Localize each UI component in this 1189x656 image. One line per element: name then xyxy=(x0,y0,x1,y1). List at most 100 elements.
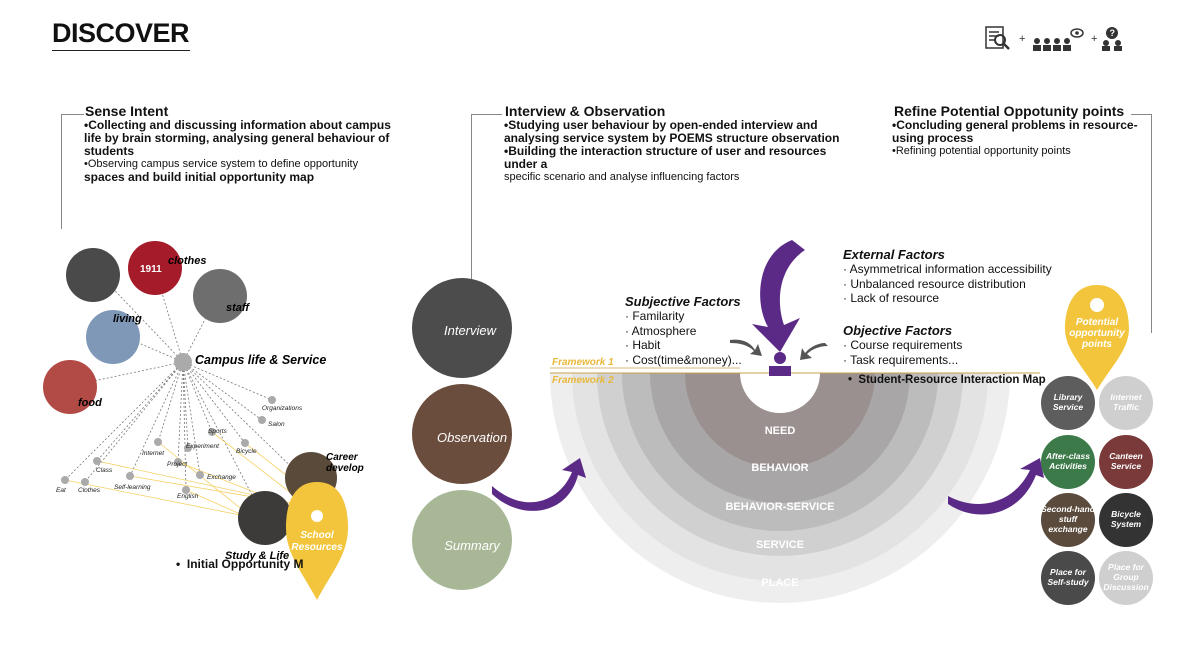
mindmap-nodes xyxy=(61,396,276,494)
photo-bikes xyxy=(66,248,120,302)
svg-text:BEHAVIOR: BEHAVIOR xyxy=(751,462,808,474)
svg-text:Place for: Place for xyxy=(1108,562,1145,572)
svg-text:Summary: Summary xyxy=(444,538,501,553)
method-arrow xyxy=(492,458,586,511)
framework-2-label: Framework 2 xyxy=(552,375,614,386)
framework-1-label: Framework 1 xyxy=(552,357,614,368)
point-selfstudy xyxy=(1041,551,1095,605)
svg-text:Study & Life: Study & Life xyxy=(225,550,289,562)
interview-icon: ? xyxy=(1102,27,1122,51)
section-heading: Sense Intent xyxy=(85,103,169,119)
title-underline xyxy=(52,50,190,51)
point-group xyxy=(1099,551,1153,605)
svg-text:Internet: Internet xyxy=(142,450,165,457)
student-icon xyxy=(769,352,791,376)
point-library xyxy=(1041,376,1095,430)
section-bracket xyxy=(1131,114,1152,333)
svg-text:SERVICE: SERVICE xyxy=(756,539,804,551)
svg-text:Potential: Potential xyxy=(1076,317,1118,328)
layer-rings xyxy=(550,373,1010,603)
campus-mindmap: Campus life & Service Organizations Salo… xyxy=(43,241,364,600)
svg-text:food: food xyxy=(78,397,102,409)
pin-icon xyxy=(1065,285,1129,390)
pin-icon xyxy=(286,482,348,600)
photo-summary xyxy=(412,490,512,590)
svg-text:Clothes: Clothes xyxy=(78,487,101,494)
svg-text:Interview: Interview xyxy=(444,323,498,338)
mindmap-center-label: Campus life & Service xyxy=(195,353,326,367)
svg-text:+: + xyxy=(1091,33,1097,45)
svg-text:Exchange: Exchange xyxy=(207,474,236,481)
mindmap-links xyxy=(64,269,306,521)
section-bracket xyxy=(471,114,502,315)
svg-text:PLACE: PLACE xyxy=(761,577,798,589)
section-heading: Interview & Observation xyxy=(505,103,666,119)
layer-labels: NEED BEHAVIOR BEHAVIOR-SERVICE SERVICE P… xyxy=(725,425,834,589)
svg-text:Class: Class xyxy=(96,467,113,474)
group-observe-icon xyxy=(1033,28,1084,51)
mindmap-center-node xyxy=(174,353,192,371)
svg-text:Canteen: Canteen xyxy=(1109,451,1143,461)
svg-text:After-class: After-class xyxy=(1045,451,1090,461)
svg-text:Library: Library xyxy=(1054,392,1084,402)
svg-text:BEHAVIOR-SERVICE: BEHAVIOR-SERVICE xyxy=(725,501,834,513)
section-heading: Refine Potential Oppotunity points xyxy=(894,103,1125,119)
svg-text:Service: Service xyxy=(1053,402,1084,412)
svg-text:Project: Project xyxy=(167,461,188,468)
svg-text:Bicycle: Bicycle xyxy=(236,448,257,455)
external-factors: External Factors · Asymmetrical informat… xyxy=(843,247,1052,305)
svg-text:Discussion: Discussion xyxy=(1103,582,1148,592)
section-text: •Studying user behaviour by open-ended i… xyxy=(504,118,840,184)
svg-text:Self-study: Self-study xyxy=(1047,577,1089,587)
svg-text:Internet: Internet xyxy=(1110,392,1142,402)
output-arrow xyxy=(948,458,1044,515)
svg-text:Activities: Activities xyxy=(1048,461,1087,471)
svg-text:exchange: exchange xyxy=(1048,524,1087,534)
interaction-map-caption: • Student-Resource Interaction Map xyxy=(848,374,1046,386)
photo-food xyxy=(43,360,97,414)
section-text: •Concluding general problems in resource… xyxy=(892,118,1138,158)
mindmap-node-labels: Organizations Salon Sports Bicycle Exper… xyxy=(56,405,303,500)
svg-text:clothes: clothes xyxy=(168,255,207,267)
svg-text:1911: 1911 xyxy=(140,264,162,275)
svg-text:points: points xyxy=(1081,339,1112,350)
svg-text:staff: staff xyxy=(226,302,250,314)
photo-study xyxy=(238,491,292,545)
opportunity-points: Potential opportunity points LibraryServ… xyxy=(1041,285,1153,605)
point-bicycle xyxy=(1099,493,1153,547)
point-canteen xyxy=(1099,435,1153,489)
svg-text:School: School xyxy=(300,530,334,541)
svg-text:Second-hand: Second-hand xyxy=(1041,504,1096,514)
objective-factors: Objective Factors · Course requirements … xyxy=(843,323,963,367)
photo-clothes xyxy=(128,241,182,295)
svg-text:Eat: Eat xyxy=(56,487,67,494)
svg-text:Bicycle: Bicycle xyxy=(1111,509,1141,519)
point-afterclass xyxy=(1041,435,1095,489)
photo-labels: clothes staff living food Career develop… xyxy=(78,255,364,562)
section-bracket xyxy=(61,114,84,229)
mindmap-caption: • Initial Opportunity M xyxy=(176,557,304,571)
svg-text:System: System xyxy=(1111,519,1142,529)
svg-text:Self-learning: Self-learning xyxy=(114,484,151,491)
page-title: DISCOVER xyxy=(52,18,190,48)
photo-living xyxy=(86,310,140,364)
svg-text:stuff: stuff xyxy=(1059,514,1078,524)
photo-staff xyxy=(193,269,247,323)
pin-label: Potential opportunity points xyxy=(1069,317,1125,350)
svg-text:Group: Group xyxy=(1113,572,1139,582)
method-labels: Interview Observation Summary xyxy=(437,323,507,553)
svg-text:opportunity: opportunity xyxy=(1069,328,1125,339)
objective-arrow xyxy=(800,343,828,360)
subjective-factors: Subjective Factors · Familarity · Atmosp… xyxy=(625,294,742,367)
svg-text:develop: develop xyxy=(326,463,364,474)
svg-text:Salon: Salon xyxy=(268,421,285,428)
external-arrow xyxy=(752,240,805,352)
svg-text:NEED: NEED xyxy=(765,425,796,437)
svg-text:Observation: Observation xyxy=(437,430,507,445)
svg-text:Experiment: Experiment xyxy=(186,443,220,450)
subjective-arrow xyxy=(730,339,762,356)
svg-text:Service: Service xyxy=(1111,461,1142,471)
section-text: •Collecting and discussing information a… xyxy=(84,118,391,184)
svg-text:Organizations: Organizations xyxy=(262,405,303,412)
